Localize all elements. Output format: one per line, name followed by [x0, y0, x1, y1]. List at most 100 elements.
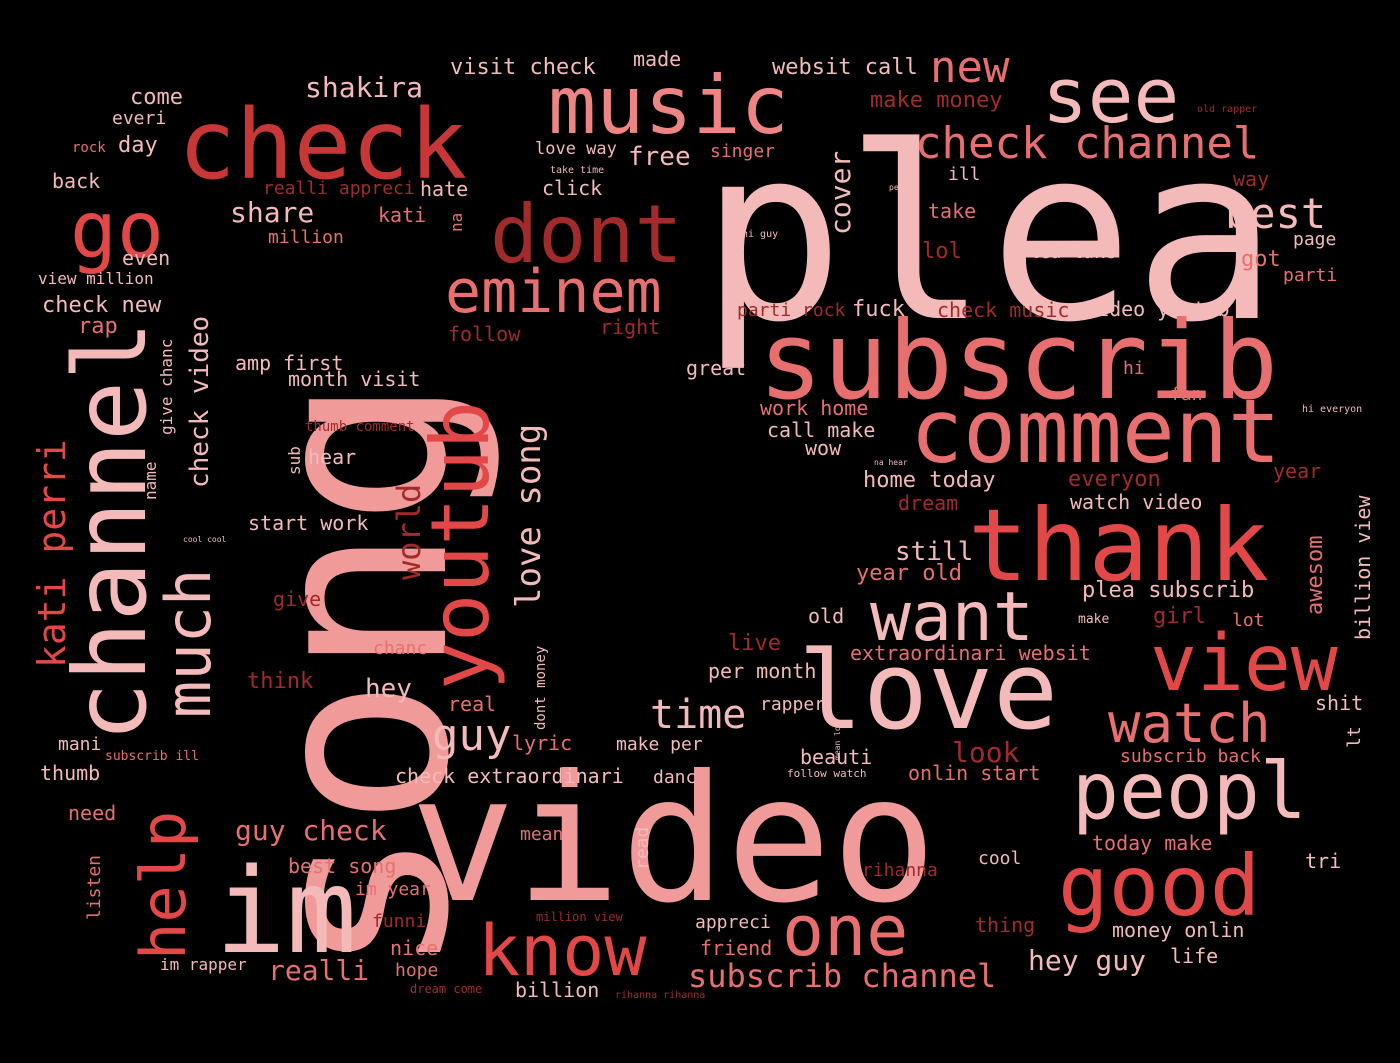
- cloud-word: new: [930, 42, 1010, 93]
- cloud-word: go: [70, 186, 164, 276]
- cloud-word: cover: [824, 151, 857, 235]
- cloud-word: still: [895, 537, 973, 567]
- cloud-word: give chanc: [157, 339, 176, 435]
- cloud-word: even: [122, 246, 170, 270]
- cloud-word: mean lot: [833, 721, 842, 760]
- cloud-word: plea subscrib: [1082, 578, 1254, 603]
- cloud-word: plea take: [1018, 242, 1116, 263]
- cloud-word: love song: [509, 424, 549, 608]
- cloud-word: youtub: [414, 401, 507, 690]
- cloud-word: million view: [536, 910, 623, 924]
- cloud-word: make money: [870, 88, 1002, 113]
- cloud-word: subscrib: [758, 299, 1278, 424]
- cloud-word: dream: [898, 491, 958, 515]
- cloud-word: video: [410, 739, 937, 942]
- cloud-word: thank: [968, 487, 1269, 604]
- cloud-word: right: [600, 315, 660, 339]
- cloud-word: fan: [1170, 384, 1203, 405]
- cloud-word: parti: [1283, 265, 1337, 286]
- cloud-word: best: [1225, 189, 1326, 238]
- cloud-word: old rapper: [1197, 104, 1257, 115]
- cloud-word: nice: [390, 936, 438, 960]
- cloud-word: parti rock: [737, 300, 846, 321]
- cloud-word: name: [141, 461, 160, 500]
- cloud-word: live: [728, 631, 781, 656]
- cloud-word: hear: [308, 445, 356, 469]
- cloud-word: hope: [395, 960, 438, 981]
- cloud-word: plea: [700, 95, 1278, 375]
- cloud-word: see: [1042, 51, 1179, 140]
- cloud-word: singer: [710, 141, 775, 162]
- cloud-word: danc: [653, 767, 696, 788]
- cloud-word: rapper: [760, 694, 825, 715]
- cloud-word: im year: [355, 879, 431, 900]
- cloud-word: subscrib back: [1120, 746, 1261, 767]
- cloud-word: cool: [978, 848, 1021, 869]
- cloud-word: thumb: [40, 761, 100, 785]
- cloud-word: na hear: [874, 458, 908, 467]
- cloud-word: view million: [38, 269, 154, 288]
- cloud-word: start work: [248, 511, 368, 535]
- cloud-word: follow: [448, 322, 521, 346]
- cloud-word: old: [808, 604, 844, 628]
- cloud-word: day: [118, 133, 158, 158]
- cloud-word: check music: [937, 298, 1069, 322]
- cloud-word: everyon: [1068, 467, 1161, 492]
- cloud-word: take time: [550, 165, 604, 176]
- cloud-word: month visit: [288, 367, 420, 391]
- cloud-word: call make: [767, 418, 875, 442]
- cloud-word: realli: [268, 954, 369, 987]
- cloud-word: girl: [1153, 604, 1206, 629]
- cloud-word: great: [686, 356, 746, 380]
- cloud-word: onlin start: [908, 761, 1040, 785]
- cloud-word: thing: [975, 913, 1035, 937]
- cloud-word: friend: [700, 936, 772, 960]
- cloud-word: one: [782, 890, 908, 972]
- cloud-word: know: [478, 910, 647, 992]
- cloud-word: lt: [1344, 726, 1365, 748]
- cloud-word: guy: [432, 710, 511, 761]
- cloud-word: music: [548, 59, 789, 152]
- cloud-word: subscrib ill: [105, 749, 199, 764]
- cloud-word: watch: [1108, 692, 1271, 755]
- cloud-word: follow watch: [787, 767, 866, 780]
- cloud-word: come: [130, 85, 183, 110]
- cloud-word: got: [1241, 247, 1281, 272]
- cloud-word: dont: [490, 188, 683, 281]
- cloud-word: im rapper: [160, 955, 247, 974]
- cloud-word: look: [952, 736, 1020, 769]
- cloud-word: eminem: [445, 257, 662, 327]
- cloud-word: subscrib channel: [688, 957, 996, 995]
- cloud-word: appreci: [695, 912, 771, 933]
- cloud-word: make per: [616, 734, 703, 755]
- cloud-word: sub: [285, 446, 304, 475]
- cloud-word: rihanna rihanna: [615, 990, 705, 1001]
- cloud-word: hi guy: [742, 229, 778, 240]
- cloud-word: help: [127, 811, 200, 960]
- cloud-word: life: [1170, 944, 1218, 968]
- cloud-word: hi: [1123, 358, 1145, 379]
- cloud-word: na: [447, 213, 466, 232]
- cloud-word: give: [273, 587, 321, 611]
- cloud-word: mean: [520, 824, 563, 845]
- cloud-word: listen: [84, 855, 105, 920]
- cloud-word: dont money: [533, 646, 549, 730]
- cloud-word: click: [542, 176, 602, 200]
- cloud-word: per month: [708, 659, 816, 683]
- cloud-word: time: [650, 692, 746, 738]
- cloud-word: amp first: [235, 351, 343, 375]
- cloud-word: kati perri: [30, 439, 74, 668]
- cloud-word: home today: [863, 468, 995, 493]
- cloud-word: chanc: [373, 638, 427, 659]
- cloud-word: extraordinari websit: [850, 641, 1091, 665]
- cloud-word: hey: [365, 674, 412, 704]
- cloud-word: rap: [78, 314, 118, 339]
- cloud-word: free: [628, 142, 691, 172]
- cloud-word: fuck: [852, 297, 905, 322]
- cloud-word: billion view: [1351, 495, 1375, 640]
- cloud-word: realli appreci: [263, 178, 415, 199]
